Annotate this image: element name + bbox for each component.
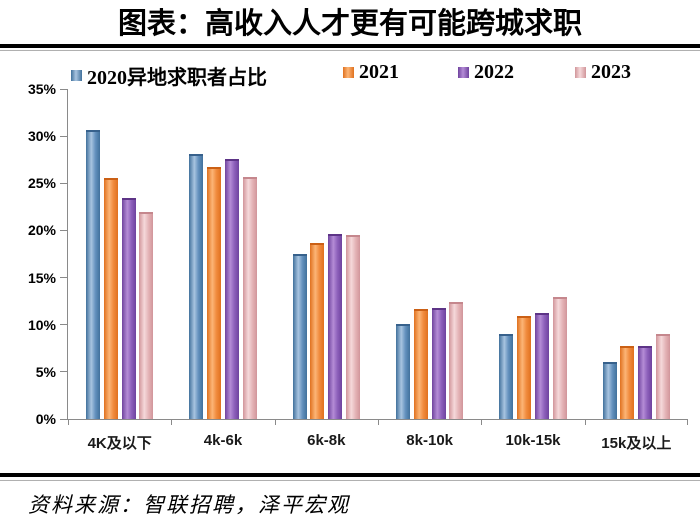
bar [396, 323, 411, 419]
plot-area: 0% 5% 10% 15% 20% 25% 30% 35% 4K及以下 4k-6k 6k-8k 8k-… [28, 81, 688, 452]
y-axis-tick [60, 324, 68, 326]
x-axis-tick [481, 419, 483, 425]
bar [517, 316, 532, 419]
legend-swatch-icon [343, 67, 354, 78]
x-axis-tick [584, 419, 586, 425]
bar [328, 234, 343, 419]
legend-swatch-icon [458, 67, 469, 78]
y-axis-label: 0% [35, 411, 56, 427]
x-axis-tick [68, 419, 69, 425]
bar [224, 158, 239, 419]
legend-item: 2022 [458, 61, 514, 84]
legend-label: 2020异地求职者占比 [87, 67, 267, 89]
bar [431, 307, 446, 419]
bar [638, 346, 653, 419]
y-axis-tick [60, 277, 68, 279]
bar [292, 253, 307, 419]
bar [121, 198, 136, 419]
y-axis-label: 35% [27, 81, 56, 97]
x-axis-tick [171, 419, 173, 425]
legend-swatch-icon [575, 67, 586, 78]
source-text: 资料来源：智联招聘，泽平宏观 [28, 493, 350, 517]
y-axis-tick [60, 418, 68, 420]
y-axis-label: 10% [27, 316, 56, 333]
legend-label: 2022 [474, 61, 514, 83]
x-axis-tick [274, 419, 276, 425]
bar [534, 313, 549, 419]
title-divider-thin [0, 50, 700, 51]
bar [602, 362, 617, 419]
bar [207, 167, 222, 419]
x-axis-label: 10k-15k [505, 432, 561, 449]
legend-swatch-icon [71, 70, 82, 81]
x-axis-label: 4k-6k [203, 432, 243, 449]
bar [189, 153, 204, 419]
y-axis-label: 30% [27, 128, 56, 145]
footer-divider-thick [0, 473, 700, 477]
page-title: 图表：高收入人才更有可能跨城求职 [117, 8, 582, 40]
y-axis-label: 15% [27, 269, 56, 286]
x-axis-label: 4K及以下 [87, 435, 152, 452]
bar [86, 130, 101, 419]
bar [242, 176, 257, 419]
bar [620, 346, 635, 419]
x-axis-label: 8k-10k [406, 432, 454, 449]
y-axis-tick [60, 135, 68, 137]
y-axis-tick [60, 229, 68, 231]
bar [413, 308, 428, 419]
y-axis-tick [60, 88, 68, 90]
footer-divider-thin [0, 480, 700, 481]
legend-label: 2023 [591, 61, 631, 83]
bar [449, 301, 464, 419]
x-axis-label: 15k及以上 [601, 435, 672, 452]
x-axis-label: 6k-8k [307, 432, 346, 449]
legend-item: 2020异地求职者占比 [71, 61, 267, 90]
title-divider-thick [0, 44, 700, 48]
bar [345, 235, 360, 419]
y-axis-tick [60, 371, 68, 373]
bar [103, 177, 118, 419]
bar [139, 212, 154, 419]
legend-item: 2021 [343, 61, 399, 84]
bar [499, 334, 514, 419]
legend-item: 2023 [575, 61, 631, 84]
bar [310, 242, 325, 419]
bar [552, 297, 567, 419]
legend-label: 2021 [359, 61, 399, 83]
y-axis-label: 20% [27, 222, 56, 239]
y-axis-label: 25% [27, 175, 56, 192]
y-axis-label: 5% [35, 363, 56, 380]
y-axis-tick [60, 182, 68, 184]
bar [655, 334, 670, 419]
x-axis-tick [378, 419, 379, 425]
x-axis-tick [687, 419, 688, 425]
